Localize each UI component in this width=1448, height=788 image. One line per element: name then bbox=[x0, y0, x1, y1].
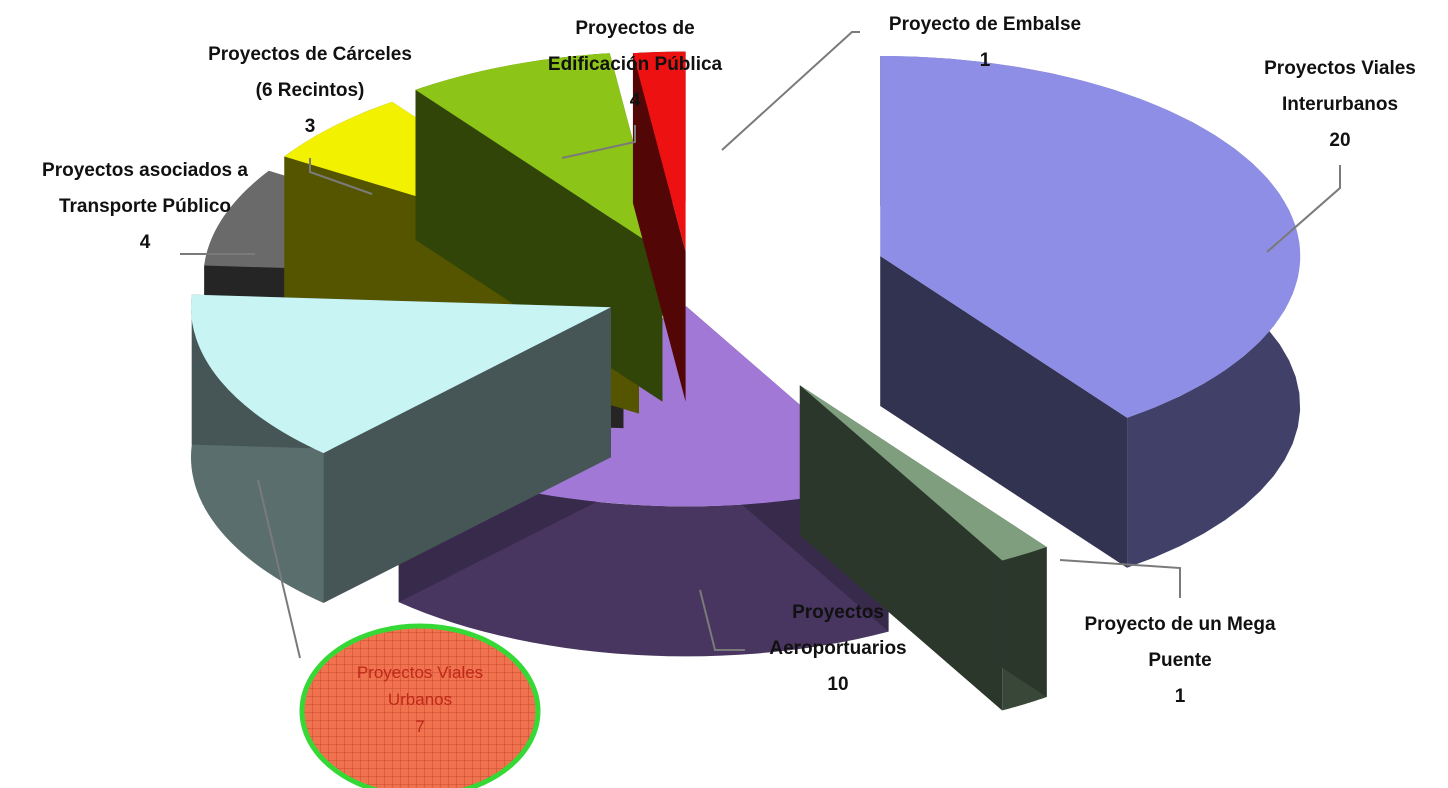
slice-label: Transporte Público bbox=[59, 196, 231, 217]
pie-slice bbox=[632, 51, 686, 402]
pie-slice-top bbox=[415, 53, 663, 252]
highlight-ellipse bbox=[299, 623, 541, 788]
slice-value-label: 4 bbox=[630, 90, 641, 111]
leader-line bbox=[1266, 165, 1341, 253]
slice-value-label: 1 bbox=[980, 50, 991, 71]
slice-label: Proyecto de un Mega bbox=[1084, 614, 1276, 635]
leaders-layer bbox=[180, 31, 1341, 659]
pie-slice-top bbox=[190, 294, 611, 454]
slice-label: Proyectos de bbox=[575, 18, 694, 39]
pie-slice bbox=[190, 294, 611, 604]
slice-label: Interurbanos bbox=[1282, 94, 1398, 115]
slice-value-label: 7 bbox=[415, 717, 424, 736]
leader-line bbox=[699, 589, 745, 651]
slice-label: (6 Recintos) bbox=[256, 80, 365, 101]
slice-label: Proyecto de Embalse bbox=[889, 14, 1081, 35]
leader-line bbox=[721, 31, 860, 151]
pie-slice-top bbox=[632, 51, 686, 252]
slice-label: Proyectos de Cárceles bbox=[208, 44, 412, 65]
slice-label: Urbanos bbox=[388, 690, 452, 709]
pie-slice bbox=[415, 53, 663, 402]
slices-layer bbox=[190, 51, 1301, 711]
slice-label: Proyectos bbox=[792, 602, 884, 623]
labels-layer: Proyectos Viales Interurbanos 20 Proyecto d… bbox=[42, 14, 1416, 788]
slice-value-label: 20 bbox=[1329, 130, 1350, 151]
slice-value-label: 10 bbox=[827, 674, 848, 695]
slice-value-label: 3 bbox=[305, 116, 316, 137]
leader-line bbox=[561, 125, 636, 159]
leader-line bbox=[257, 479, 301, 659]
slice-label: Puente bbox=[1148, 650, 1211, 671]
pie-slice-top bbox=[799, 385, 1047, 561]
leader-line bbox=[1059, 559, 1181, 598]
pie-slice bbox=[799, 385, 1047, 711]
pie-slice-wall bbox=[799, 385, 1003, 711]
pie-slice bbox=[880, 56, 1301, 568]
slice-label: Edificación Pública bbox=[548, 54, 723, 75]
slice-label: Proyectos Viales bbox=[357, 663, 483, 682]
leader-line bbox=[309, 158, 373, 195]
slice-label: Proyectos asociados a bbox=[42, 160, 248, 181]
pie-slice-wall bbox=[632, 53, 686, 402]
slice-label: Aeroportuarios bbox=[769, 638, 906, 659]
slice-label: Proyectos Viales bbox=[1264, 58, 1416, 79]
slice-value-label: 1 bbox=[1175, 686, 1186, 707]
pie-slice-side bbox=[190, 294, 324, 604]
slice-value-label: 4 bbox=[140, 232, 151, 253]
pie-slice-top bbox=[880, 56, 1301, 418]
pie-slice-wall bbox=[880, 256, 1128, 568]
